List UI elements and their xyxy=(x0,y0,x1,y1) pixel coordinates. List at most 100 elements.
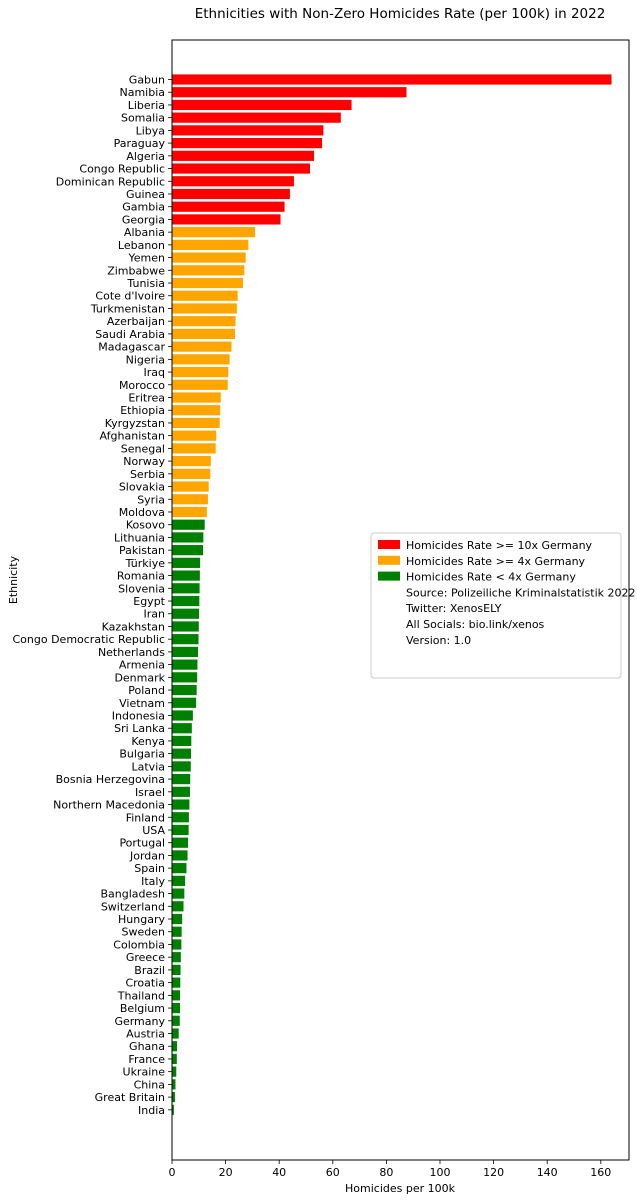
y-tick-label-egypt: Egypt xyxy=(133,595,165,608)
y-tick-label-indonesia: Indonesia xyxy=(112,710,165,723)
legend-entry-4: Twitter: XenosELY xyxy=(405,602,502,615)
y-tick-label-albania: Albania xyxy=(124,226,165,239)
bar-poland xyxy=(172,684,197,696)
y-tick-label-kyrgyzstan: Kyrgyzstan xyxy=(105,417,165,430)
bar-senegal xyxy=(172,443,216,454)
bar-jordan xyxy=(172,850,188,861)
y-tick-label-nigeria: Nigeria xyxy=(126,353,165,366)
legend-entry-1: Homicides Rate >= 4x Germany xyxy=(406,555,586,568)
bar-kyrgyzstan xyxy=(172,417,220,429)
y-tick-label-bulgaria: Bulgaria xyxy=(119,748,165,761)
y-tick-label-vietnam: Vietnam xyxy=(119,697,165,710)
bar-eritrea xyxy=(172,392,221,403)
legend-box xyxy=(370,532,622,679)
x-tick-label-120: 120 xyxy=(483,1166,504,1179)
bar-usa xyxy=(172,824,189,836)
bar-saudi-arabia xyxy=(172,328,235,339)
chart-title: Ethnicities with Non-Zero Homicides Rate… xyxy=(195,6,606,22)
bar-france xyxy=(172,1053,177,1065)
bar-slovakia xyxy=(172,481,209,492)
legend-entry-5: All Socials: bio.link/xenos xyxy=(406,618,545,631)
y-tick-label-jordan: Jordan xyxy=(129,849,165,862)
y-tick-label-madagascar: Madagascar xyxy=(98,341,165,354)
y-tick-labels: GabunNamibiaLiberiaSomaliaLibyaParaguayA… xyxy=(12,74,172,1117)
legend-items: Homicides Rate >= 10x Germany Homicides R… xyxy=(378,539,636,647)
bar-iran xyxy=(172,608,200,619)
bar-afghanistan xyxy=(172,430,217,441)
y-tick-label-ethiopia: Ethiopia xyxy=(120,404,165,417)
y-tick-label-israel: Israel xyxy=(135,786,165,799)
x-tick-label-100: 100 xyxy=(430,1166,451,1179)
bar-sweden xyxy=(172,926,182,937)
y-tick-label-afghanistan: Afghanistan xyxy=(100,430,166,443)
y-tick-label-denmark: Denmark xyxy=(114,671,165,684)
bar-syria xyxy=(172,494,208,505)
legend-swatch-1 xyxy=(378,555,400,565)
bar-georgia xyxy=(172,214,281,225)
bar-lebanon xyxy=(172,239,249,250)
y-tick-label-gabun: Gabun xyxy=(129,74,165,87)
bar-liberia xyxy=(172,99,352,111)
bar-dominican-republic xyxy=(172,176,294,187)
y-tick-label-lithuania: Lithuania xyxy=(114,531,165,544)
y-tick-label-gambia: Gambia xyxy=(122,201,165,214)
y-tick-label-kosovo: Kosovo xyxy=(126,519,165,532)
y-tick-label-sweden: Sweden xyxy=(122,926,165,939)
y-tick-label-poland: Poland xyxy=(128,684,165,697)
bar-belgium xyxy=(172,1002,181,1014)
y-tick-label-somalia: Somalia xyxy=(121,112,165,125)
bar-china xyxy=(172,1079,176,1090)
bar-bangladesh xyxy=(172,888,185,899)
y-tick-label-azerbaijan: Azerbaijan xyxy=(107,315,165,328)
bar-gabun xyxy=(172,74,612,85)
y-tick-label-bosnia-herzegovina: Bosnia Herzegovina xyxy=(56,773,165,786)
y-tick-label-ghana: Ghana xyxy=(129,1040,165,1053)
x-tick-label-20: 20 xyxy=(219,1166,233,1179)
x-tick-label-0: 0 xyxy=(169,1166,176,1179)
bar-libya xyxy=(172,125,324,136)
x-tick-label-80: 80 xyxy=(379,1166,393,1179)
y-tick-label-croatia: Croatia xyxy=(125,977,165,990)
bar-ghana xyxy=(172,1041,178,1052)
bar-pakistan xyxy=(172,545,204,556)
y-tick-label-pakistan: Pakistan xyxy=(119,544,165,557)
bar-cote-d-ivoire xyxy=(172,290,238,301)
y-tick-label-serbia: Serbia xyxy=(130,468,165,481)
bar-tunisia xyxy=(172,277,244,289)
bars-group xyxy=(172,74,612,1115)
y-tick-label-switzerland: Switzerland xyxy=(101,900,165,913)
bar-bulgaria xyxy=(172,748,192,759)
y-tick-label-iran: Iran xyxy=(144,608,166,621)
bar-serbia xyxy=(172,468,211,479)
y-tick-label-norway: Norway xyxy=(123,455,165,468)
legend-entry-3: Source: Polizeiliche Kriminalstatistik 2… xyxy=(406,586,636,599)
bar-ukraine xyxy=(172,1066,177,1077)
y-tick-label-iraq: Iraq xyxy=(144,366,166,379)
bar-brazil xyxy=(172,964,181,975)
bar-norway xyxy=(172,456,211,467)
y-tick-label-germany: Germany xyxy=(114,1015,165,1028)
bar-india xyxy=(172,1104,174,1115)
bar-paraguay xyxy=(172,138,323,149)
y-axis-label: Ethnicity xyxy=(7,555,20,604)
y-tick-label-china: China xyxy=(134,1078,165,1091)
y-tick-label-netherlands: Netherlands xyxy=(98,646,165,659)
y-tick-label-great-britain: Great Britain xyxy=(95,1091,165,1104)
bar-netherlands xyxy=(172,646,198,657)
bar-indonesia xyxy=(172,710,193,721)
y-tick-label-syria: Syria xyxy=(137,493,165,506)
y-tick-label-kenya: Kenya xyxy=(131,735,165,748)
y-tick-label-austria: Austria xyxy=(126,1028,165,1041)
y-tick-label-congo-democratic-republic: Congo Democratic Republic xyxy=(12,633,165,646)
y-tick-label-slovenia: Slovenia xyxy=(118,582,165,595)
bar-kazakhstan xyxy=(172,621,199,632)
y-tick-label-portugal: Portugal xyxy=(119,837,165,850)
bar-turkmenistan xyxy=(172,303,237,314)
legend-entry-2: Homicides Rate < 4x Germany xyxy=(406,571,576,584)
bar-lithuania xyxy=(172,532,204,543)
y-tick-label-slovakia: Slovakia xyxy=(119,481,165,494)
bar-yemen xyxy=(172,252,246,263)
y-tick-label-northern-macedonia: Northern Macedonia xyxy=(53,799,165,812)
bar-albania xyxy=(172,227,256,238)
bar-thailand xyxy=(172,990,181,1001)
